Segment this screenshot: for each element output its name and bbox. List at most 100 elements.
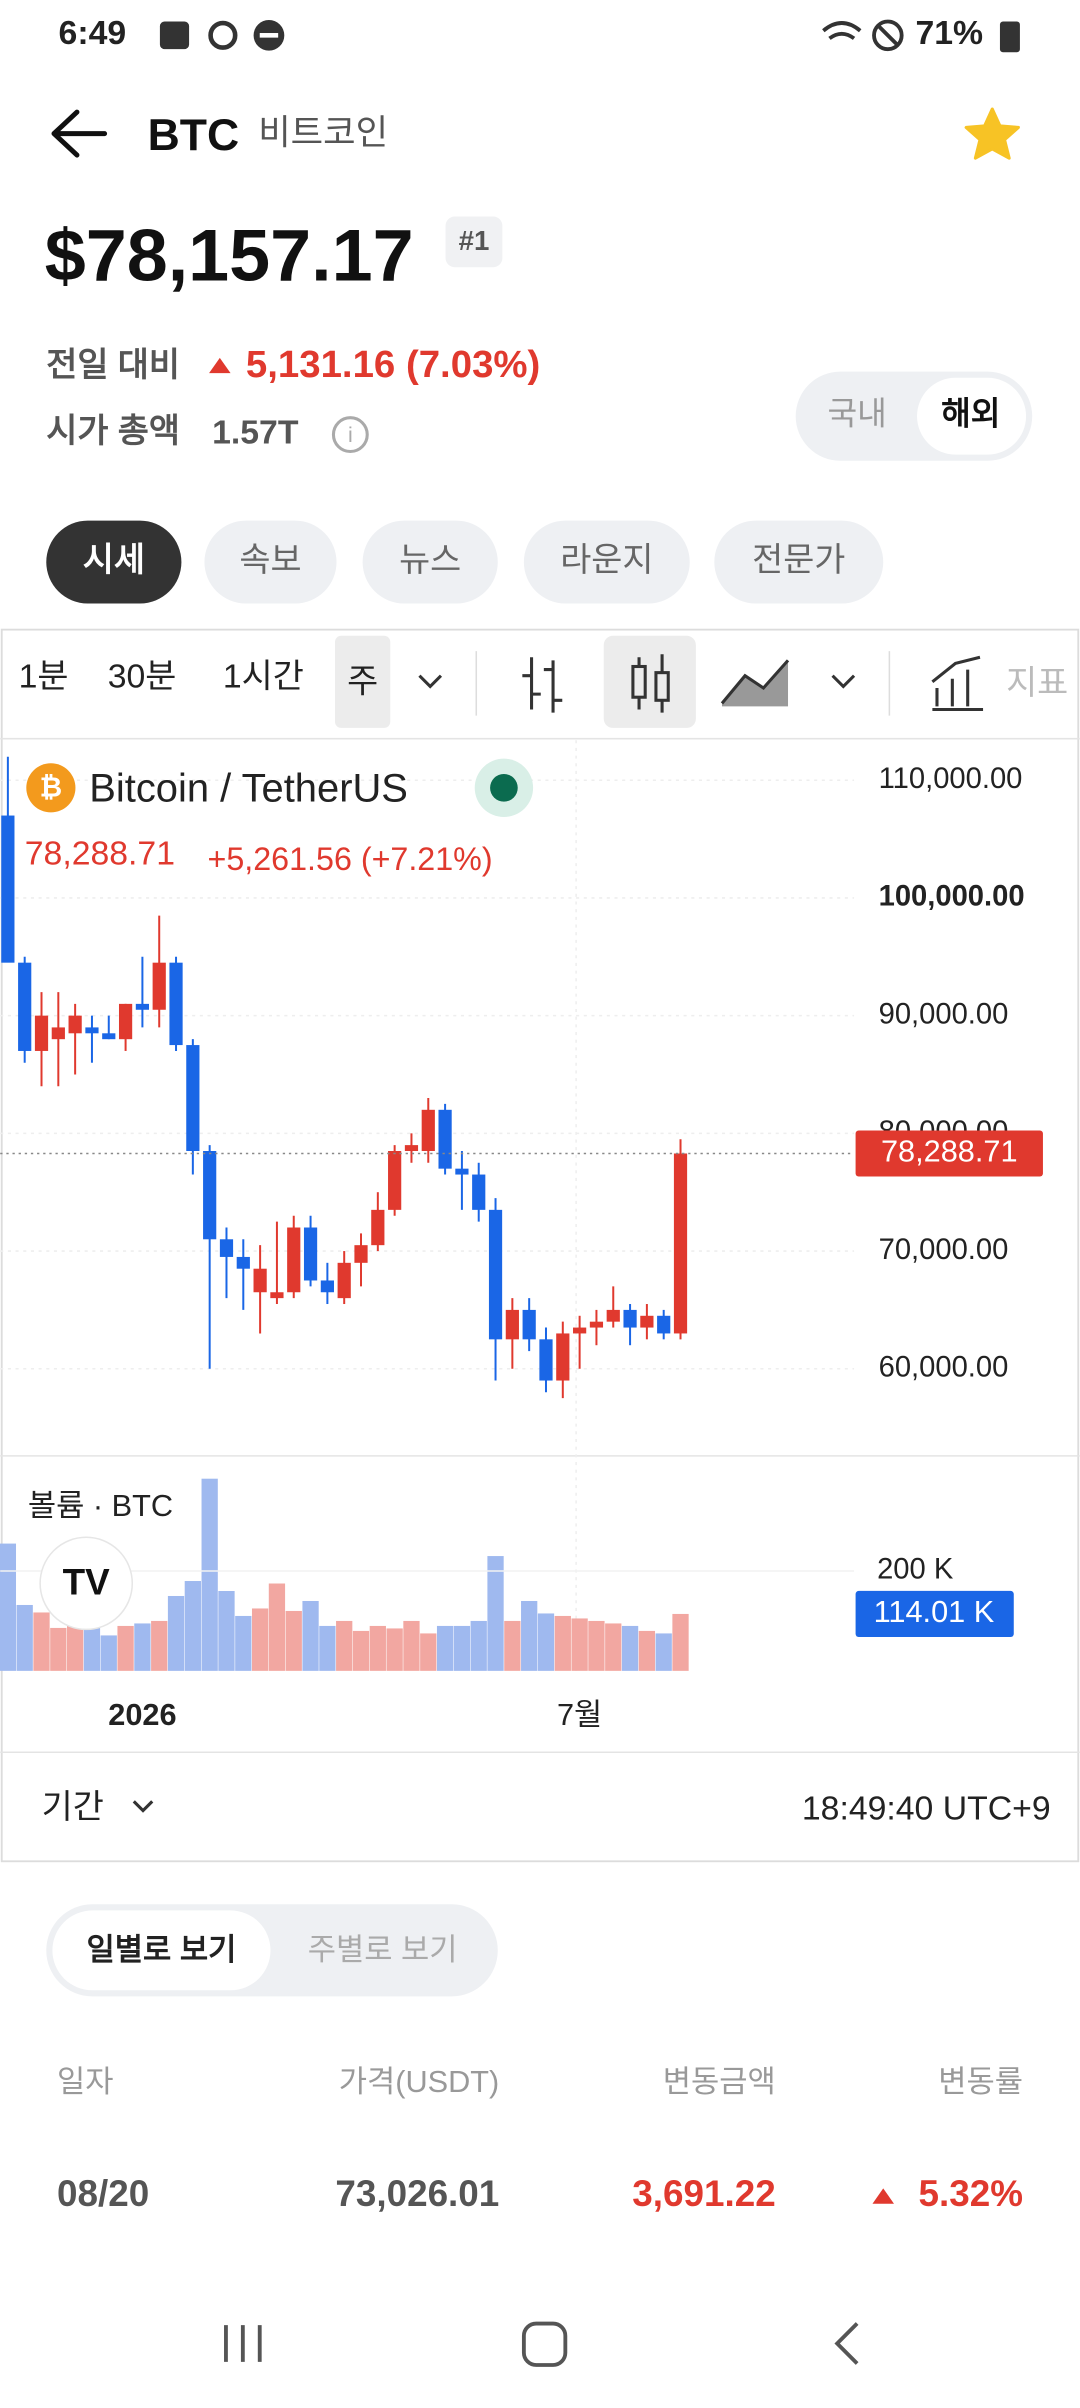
- volume-bar: [0, 1543, 17, 1671]
- period-button[interactable]: 기간: [42, 1788, 104, 1826]
- tab-bg[interactable]: [523, 520, 690, 604]
- tab[interactable]: 라운지: [560, 541, 653, 579]
- nav-home[interactable]: [521, 2321, 568, 2367]
- volume-bar: [420, 1633, 437, 1671]
- indicator-label[interactable]: 지표: [1006, 664, 1068, 702]
- volume-bar: [537, 1613, 555, 1671]
- candle-body: [438, 1109, 452, 1169]
- last-price-label: 78,288.71: [881, 1134, 1018, 1169]
- candle-style-selected[interactable]: [603, 635, 696, 728]
- volume-bar: [588, 1620, 605, 1671]
- candle-body: [102, 1033, 116, 1040]
- tab[interactable]: 속보: [239, 541, 301, 579]
- rank-badge: [445, 216, 503, 268]
- candle-body: [219, 1239, 234, 1257]
- table-cell: 3,691.22: [632, 2173, 775, 2214]
- tradingview-logo[interactable]: [39, 1536, 134, 1631]
- dropdown[interactable]: [418, 674, 443, 689]
- wifi-icon: [822, 21, 862, 40]
- volume-bar: [251, 1608, 269, 1671]
- candle-body: [18, 962, 32, 1051]
- market-cap-label: 시가 총액: [46, 412, 180, 450]
- tab[interactable]: 뉴스: [399, 541, 461, 579]
- x-tick-label: 7월: [557, 1697, 602, 1732]
- candle-body: [1, 815, 15, 963]
- tab-bg[interactable]: [362, 520, 498, 604]
- change-label: 전일 대비: [46, 346, 180, 384]
- favorite-button[interactable]: [964, 107, 1020, 160]
- candle-body: [270, 1292, 284, 1299]
- tab-bg[interactable]: [714, 520, 884, 604]
- volume-bar: [504, 1620, 521, 1671]
- coin-logo: [26, 763, 76, 813]
- last-volume-label: 114.01 K: [874, 1594, 995, 1629]
- volume-bar: [134, 1623, 151, 1671]
- volume-bar: [453, 1625, 471, 1671]
- table-cell: 08/20: [57, 2173, 149, 2214]
- market-toggle-selected: [917, 377, 1027, 455]
- volume-bar: [487, 1556, 504, 1671]
- price-change: 5,131.16 (7.03%): [246, 343, 540, 386]
- candle-body: [472, 1174, 486, 1210]
- candle-body: [640, 1315, 654, 1328]
- candle-body: [51, 1027, 65, 1040]
- candle-body: [657, 1315, 671, 1334]
- market-option[interactable]: 해외: [941, 396, 1000, 432]
- nav-recent[interactable]: [224, 2325, 262, 2362]
- up-arrow: [872, 2188, 894, 2204]
- battery-level: 71%: [915, 14, 983, 52]
- interval-selected[interactable]: [334, 635, 391, 728]
- view-option[interactable]: 일별로 보기: [87, 1932, 237, 1967]
- back-button[interactable]: [51, 109, 108, 158]
- candle-body: [421, 1109, 435, 1152]
- volume-bar: [436, 1625, 454, 1671]
- tab-selected[interactable]: [46, 520, 182, 604]
- candle-body: [488, 1209, 503, 1340]
- area-style-icon: [720, 659, 790, 705]
- candle-style-icon: [654, 671, 670, 702]
- candle-body: [337, 1262, 351, 1299]
- x-tick-label: 2026: [108, 1697, 176, 1732]
- tab[interactable]: 시세: [83, 541, 145, 579]
- table-header: 변동률: [938, 2064, 1023, 2099]
- candle-body: [589, 1321, 604, 1328]
- tab[interactable]: 전문가: [752, 541, 845, 579]
- view-option[interactable]: 주별로 보기: [308, 1932, 458, 1967]
- candle-body: [354, 1245, 368, 1263]
- volume-bar: [470, 1620, 487, 1671]
- legend-last-price: 78,288.71: [25, 834, 175, 872]
- volume-bar: [605, 1623, 622, 1671]
- indicator-icon[interactable]: [931, 655, 984, 712]
- interval[interactable]: 30분: [108, 658, 177, 696]
- interval[interactable]: 1분: [19, 658, 69, 696]
- volume-bar: [83, 1627, 101, 1671]
- volume-bar: [302, 1600, 319, 1671]
- volume-bar: [638, 1630, 656, 1671]
- candle-body: [236, 1256, 250, 1269]
- volume-bar: [218, 1590, 235, 1671]
- dropdown[interactable]: [132, 1800, 154, 1813]
- candle-body: [371, 1209, 385, 1246]
- candle-body: [573, 1327, 587, 1334]
- interval[interactable]: 주: [347, 662, 378, 700]
- bar-style-icon[interactable]: [522, 657, 563, 713]
- volume-bar: [571, 1618, 588, 1671]
- nav-back[interactable]: [834, 2322, 859, 2365]
- y-tick-label: 110,000.00: [879, 763, 1023, 795]
- table-header: 일자: [57, 2064, 113, 2099]
- status-icon: [259, 33, 279, 38]
- volume-bar: [151, 1620, 168, 1671]
- dropdown[interactable]: [831, 674, 856, 689]
- volume-bar: [621, 1625, 639, 1671]
- interval[interactable]: 1시간: [223, 658, 304, 696]
- battery-icon: [999, 21, 1020, 53]
- market-option[interactable]: 국내: [827, 396, 886, 432]
- info-icon[interactable]: [331, 416, 369, 454]
- volume-bar: [67, 1620, 84, 1671]
- candle-body: [404, 1145, 419, 1152]
- chart-title: Bitcoin / TetherUS: [89, 766, 408, 810]
- legend-change: +5,261.56 (+7.21%): [208, 841, 493, 877]
- tab-bg[interactable]: [204, 520, 337, 604]
- candle-body: [539, 1339, 553, 1381]
